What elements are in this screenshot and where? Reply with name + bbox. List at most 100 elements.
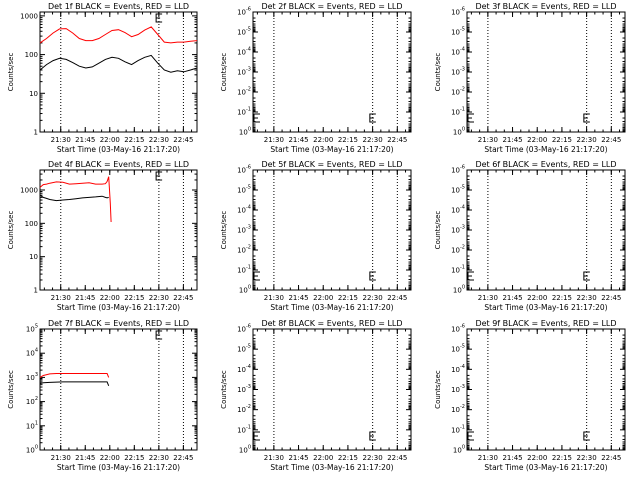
chart-title: Det 7f BLACK = Events, RED = LLD	[48, 319, 189, 328]
y-axis-label: Counts/sec	[7, 370, 15, 409]
x-tick-label: 21:30	[264, 294, 284, 302]
plot-frame	[39, 11, 198, 133]
x-tick-label: 22:00	[527, 136, 547, 144]
start-marker-glyph	[467, 113, 474, 123]
event-e-marker	[583, 271, 590, 281]
chart-panel-7: Det 7f BLACK = Events, RED = LLD Counts/s…	[7, 319, 198, 472]
x-tick-label: 22:45	[387, 136, 407, 144]
event-e-marker	[155, 13, 163, 23]
x-tick-label: 21:45	[75, 294, 95, 302]
chart-title: Det 9f BLACK = Events, RED = LLD	[475, 319, 616, 328]
series-line-events	[39, 194, 109, 202]
x-tick-label: 22:45	[173, 294, 193, 302]
x-axis-label: Start Time (03-May-16 21:17:20)	[270, 303, 393, 312]
x-tick-label: 22:30	[363, 136, 383, 144]
y-tick-label: 1	[34, 129, 38, 137]
y-tick-label: 100	[25, 220, 38, 228]
y-tick-label: 104	[26, 348, 38, 358]
chart-title: Det 1f BLACK = Events, RED = LLD	[48, 2, 189, 11]
x-tick-label: 22:15	[124, 454, 144, 462]
e-marker-glyph	[583, 271, 590, 281]
x-tick-label: 21:45	[75, 454, 95, 462]
chart-title: Det 3f BLACK = Events, RED = LLD	[475, 2, 616, 11]
x-tick-label: 22:00	[527, 294, 547, 302]
y-tick-label: 10-1	[451, 107, 465, 117]
chart-panel-8: Det 8f BLACK = Events, RED = LLD Counts/s…	[220, 319, 412, 472]
y-tick-label: 1000	[20, 12, 38, 20]
chart-title: Det 2f BLACK = Events, RED = LLD	[261, 2, 402, 11]
y-tick-label: 10	[29, 90, 38, 98]
x-tick-label: 21:45	[288, 454, 308, 462]
y-tick-label: 10-1	[451, 265, 465, 275]
x-tick-label: 21:30	[51, 136, 71, 144]
series-line-lld	[39, 373, 110, 378]
chart-panel-2: Det 2f BLACK = Events, RED = LLD Counts/s…	[220, 2, 412, 154]
x-tick-label: 21:45	[502, 454, 522, 462]
plot-frame	[466, 11, 626, 133]
chart-title: Det 6f BLACK = Events, RED = LLD	[475, 160, 616, 169]
y-tick-label: 100	[239, 127, 251, 137]
y-tick-label: 10-1	[451, 424, 465, 434]
x-axis-label: Start Time (03-May-16 21:17:20)	[484, 145, 607, 154]
x-tick-label: 22:45	[601, 454, 621, 462]
plot-frame	[39, 328, 198, 451]
x-tick-label: 22:00	[100, 454, 120, 462]
y-tick-label: 10-5	[451, 344, 465, 354]
y-tick-label: 10-5	[237, 27, 251, 37]
x-tick-label: 21:30	[51, 454, 71, 462]
x-tick-label: 22:30	[577, 136, 597, 144]
chart-panel-3: Det 3f BLACK = Events, RED = LLD Counts/s…	[434, 2, 626, 154]
x-axis-label: Start Time (03-May-16 21:17:20)	[57, 303, 180, 312]
x-tick-label: 21:30	[264, 136, 284, 144]
y-tick-label: 103	[26, 372, 38, 382]
x-tick-label: 21:30	[51, 294, 71, 302]
y-tick-label: 100	[453, 127, 465, 137]
chart-panel-4: Det 4f BLACK = Events, RED = LLD Counts/s…	[7, 160, 198, 312]
y-tick-label: 10-2	[237, 404, 251, 414]
y-tick-label: 10-4	[451, 47, 465, 57]
x-tick-label: 21:45	[75, 136, 95, 144]
x-tick-label: 22:15	[552, 136, 572, 144]
e-marker-glyph	[155, 330, 163, 340]
x-tick-label: 22:15	[124, 136, 144, 144]
y-tick-label: 100	[26, 445, 38, 455]
x-tick-label: 22:00	[313, 136, 333, 144]
x-axis-label: Start Time (03-May-16 21:17:20)	[270, 145, 393, 154]
x-tick-label: 22:15	[338, 454, 358, 462]
y-tick-label: 10-6	[237, 324, 251, 334]
y-tick-label: 10-2	[451, 404, 465, 414]
x-tick-label: 22:45	[173, 454, 193, 462]
x-tick-label: 22:15	[124, 294, 144, 302]
x-axis-label: Start Time (03-May-16 21:17:20)	[57, 463, 180, 472]
y-tick-label: 10-6	[451, 7, 465, 17]
y-tick-label: 10-1	[237, 265, 251, 275]
plot-frame	[466, 169, 626, 291]
x-axis-label: Start Time (03-May-16 21:17:20)	[484, 463, 607, 472]
e-marker-glyph	[583, 431, 590, 441]
y-tick-label: 10-5	[451, 27, 465, 37]
x-tick-label: 22:45	[387, 294, 407, 302]
event-e-marker	[583, 113, 590, 123]
e-marker-glyph	[369, 113, 376, 123]
start-marker-glyph	[253, 271, 260, 281]
y-axis-label: Counts/sec	[220, 211, 228, 250]
e-marker-glyph	[155, 13, 163, 23]
event-e-marker	[369, 271, 376, 281]
x-tick-label: 22:30	[149, 454, 169, 462]
y-tick-label: 1	[34, 287, 38, 295]
y-tick-label: 10-3	[237, 384, 251, 394]
y-axis-label: Counts/sec	[220, 53, 228, 92]
y-tick-label: 100	[239, 445, 251, 455]
plot-frame	[466, 328, 626, 451]
start-marker-glyph	[467, 271, 474, 281]
x-tick-label: 22:00	[100, 294, 120, 302]
y-tick-label: 10-3	[237, 225, 251, 235]
y-tick-label: 101	[26, 420, 38, 430]
x-tick-label: 22:00	[100, 136, 120, 144]
y-axis-label: Counts/sec	[7, 211, 15, 250]
y-tick-label: 10-5	[237, 185, 251, 195]
y-tick-label: 10-4	[451, 205, 465, 215]
x-tick-label: 22:30	[149, 294, 169, 302]
y-tick-label: 10-3	[451, 384, 465, 394]
x-tick-label: 22:00	[313, 454, 333, 462]
